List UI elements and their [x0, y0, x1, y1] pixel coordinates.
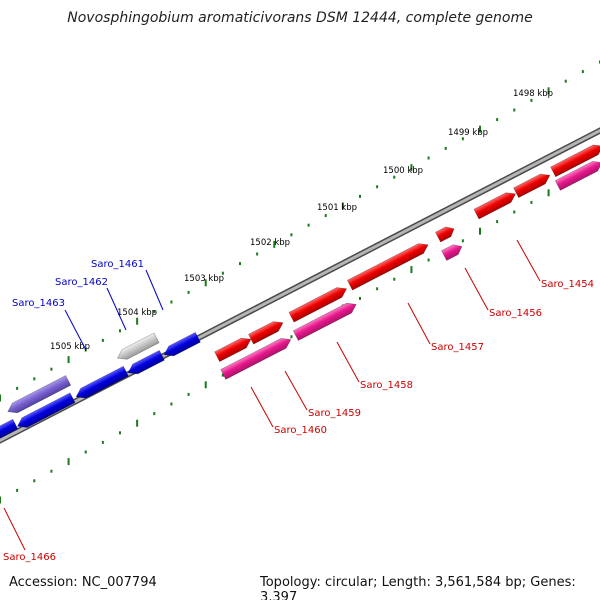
gene-arrow: [441, 244, 463, 261]
gene-arrow-shape: [75, 365, 129, 399]
gene-arrow-shape: [163, 331, 201, 357]
gene-arrow-shape: [435, 226, 455, 243]
gene-arrow-shape: [127, 349, 165, 375]
gene-arrow: [75, 365, 129, 399]
gene-label: Saro_1463: [12, 298, 65, 309]
gene-arrow: [127, 349, 165, 375]
gene-arrow: [473, 192, 517, 220]
kbp-label: 1504 kbp: [117, 308, 157, 318]
map-title: Novosphingobium aromaticivorans DSM 1244…: [67, 10, 533, 26]
gene-leader-line: [516, 239, 541, 282]
kbp-label: 1498 kbp: [513, 89, 553, 99]
gene-arrow: [214, 337, 252, 363]
gene-arrow-shape: [441, 244, 463, 261]
gene-arrow-shape: [346, 243, 429, 291]
gene-label: Saro_1456: [489, 308, 542, 319]
gene-arrow-shape: [214, 337, 252, 363]
gene-arrow: [116, 332, 160, 360]
gene-label: Saro_1459: [308, 408, 361, 419]
gene-arrow-shape: [220, 338, 292, 380]
accession-text: Accession: NC_007794: [9, 575, 157, 590]
gene-leader-line: [145, 269, 164, 311]
gene-leader-line: [250, 386, 274, 428]
gene-arrow-shape: [248, 321, 284, 345]
gene-arrow: [7, 375, 72, 414]
gene-leader-line: [336, 341, 360, 383]
gene-arrow-shape: [473, 192, 517, 220]
gene-label: Saro_1466: [3, 552, 56, 563]
gene-arrow-shape: [288, 287, 348, 323]
gene-arrow-shape: [0, 418, 19, 440]
gene-arrow: [0, 418, 19, 440]
gene-arrow: [163, 331, 201, 357]
gene-arrow-shape: [7, 375, 72, 414]
topology-text: Topology: circular; Length: 3,561,584 bp…: [260, 575, 576, 600]
gene-arrow-shape: [513, 173, 551, 199]
kbp-label: 1501 kbp: [317, 203, 357, 213]
upper-ruler: [0, 60, 600, 402]
kbp-label: 1500 kbp: [383, 166, 423, 176]
gene-label: Saro_1457: [431, 342, 484, 353]
gene-arrow: [248, 321, 284, 345]
gene-label: Saro_1461: [91, 259, 144, 270]
gene-leader-line: [64, 309, 87, 351]
kbp-label: 1502 kbp: [250, 238, 290, 248]
ruler-layer: 1498 kbp 1499 kbp 1500 kbp 1501 kbp 1502 kbp…: [0, 60, 600, 504]
gene-arrow: [220, 338, 292, 380]
gene-label: Saro_1460: [274, 425, 327, 436]
gene-arrow-shape: [116, 332, 160, 360]
gene-leader-line: [407, 302, 431, 345]
gene-arrow: [435, 226, 455, 243]
gene-arrow: [550, 144, 600, 178]
kbp-label: 1505 kbp: [50, 342, 90, 352]
gene-label: Saro_1462: [55, 277, 108, 288]
gene-arrow-shape: [292, 302, 357, 341]
kbp-label: 1503 kbp: [184, 274, 224, 284]
gene-arrow: [513, 173, 551, 199]
label-layer: Saro_1454 Saro_1456 Saro_1457 Saro_1458 Saro…: [3, 239, 594, 563]
gene-arrow: [292, 302, 357, 341]
gene-label: Saro_1454: [541, 279, 594, 290]
gene-layer: [0, 144, 600, 440]
gene-arrow: [346, 243, 429, 291]
gene-label: Saro_1458: [360, 380, 413, 391]
gene-arrow-shape: [550, 144, 600, 178]
gene-leader-line: [284, 370, 308, 411]
gene-arrow: [288, 287, 348, 323]
gene-leader-line: [464, 267, 489, 311]
gene-leader-line: [3, 507, 26, 551]
gene-leader-line: [106, 287, 127, 331]
gene-arrow-shape: [16, 392, 76, 428]
kbp-label: 1499 kbp: [448, 128, 488, 138]
gene-arrow: [16, 392, 76, 428]
